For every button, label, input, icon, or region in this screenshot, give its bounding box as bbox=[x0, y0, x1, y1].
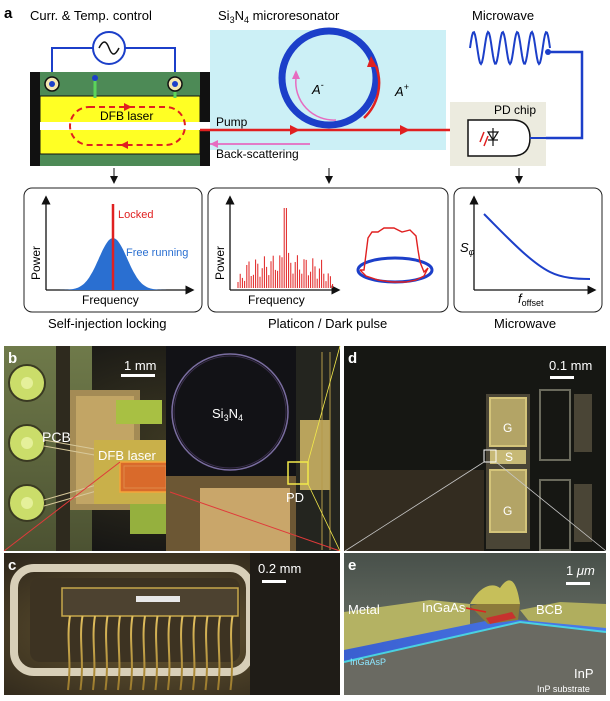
mode-a-minus: A- bbox=[311, 80, 324, 97]
photodiode-icon bbox=[467, 119, 531, 157]
ground-label-top: G bbox=[503, 421, 512, 435]
control-title: Curr. & Temp. control bbox=[30, 8, 152, 23]
ingaasp-label: InGaAsP bbox=[350, 657, 386, 667]
dfb-laser-label: DFB laser bbox=[100, 109, 153, 123]
ground-label-bottom: G bbox=[503, 504, 512, 518]
wirebond bbox=[117, 615, 121, 691]
dark-pulse-waveform bbox=[359, 227, 429, 283]
ingaas-label: InGaAs bbox=[422, 600, 466, 615]
wirebond bbox=[229, 615, 234, 691]
wirebond bbox=[217, 615, 221, 691]
inp-label: InP bbox=[574, 666, 594, 681]
scale-b-label: 1 mm bbox=[124, 358, 157, 373]
plot1-xlabel: Frequency bbox=[82, 293, 139, 307]
panel-c-letter: c bbox=[8, 557, 16, 574]
dfb-photo-label: DFB laser bbox=[98, 448, 156, 463]
wirebond bbox=[192, 615, 196, 691]
panel-b-letter: b bbox=[8, 350, 17, 367]
scale-c-label: 0.2 mm bbox=[258, 561, 301, 576]
wirebond bbox=[79, 615, 84, 691]
ac-source-icon bbox=[51, 31, 176, 72]
bond-pad-right bbox=[167, 76, 183, 92]
plot2-caption: Platicon / Dark pulse bbox=[268, 316, 387, 331]
free-running-label: Free running bbox=[126, 247, 188, 259]
pcb-label: PCB bbox=[42, 429, 71, 445]
scale-e-label: 1 μm bbox=[566, 563, 595, 578]
substrate-label: InP substrate bbox=[537, 684, 590, 694]
wirebond bbox=[92, 615, 96, 691]
panel-d-photo bbox=[344, 346, 607, 552]
panel-c-photo bbox=[4, 553, 340, 695]
microwave-waveform bbox=[469, 30, 551, 66]
plot-platicon bbox=[207, 187, 449, 313]
pd-chip-label: PD chip bbox=[494, 103, 536, 117]
plot3-xlabel: foffset bbox=[518, 291, 544, 308]
panel-e-letter: e bbox=[348, 557, 356, 574]
platicon-comb-spectrum bbox=[237, 208, 334, 288]
scale-d-label: 0.1 mm bbox=[549, 358, 592, 373]
bond-pad-left bbox=[44, 76, 60, 92]
microresonator-ring bbox=[278, 27, 380, 129]
panel-e-sem bbox=[343, 553, 607, 695]
signal-label: S bbox=[505, 450, 513, 464]
plot2-ylabel: Power bbox=[213, 246, 227, 280]
panel-a-letter: a bbox=[4, 5, 13, 22]
backscatter-label: Back-scattering bbox=[216, 147, 299, 161]
plot-microwave bbox=[453, 187, 603, 313]
wirebond bbox=[204, 615, 209, 691]
bcb-label: BCB bbox=[536, 602, 563, 617]
plot1-caption: Self-injection locking bbox=[48, 316, 167, 331]
scale-bar-e bbox=[566, 582, 590, 585]
wirebond bbox=[104, 615, 109, 691]
microwave-title: Microwave bbox=[472, 8, 534, 23]
plot2-xlabel: Frequency bbox=[248, 293, 305, 307]
resonator-title: Si3N4 microresonator bbox=[218, 8, 340, 25]
phase-noise-curve bbox=[483, 213, 591, 280]
wirebond bbox=[167, 615, 171, 691]
scale-bar-b bbox=[121, 374, 155, 377]
scale-bar-c bbox=[262, 580, 286, 583]
mode-a-plus: A+ bbox=[394, 82, 409, 99]
plot3-caption: Microwave bbox=[494, 316, 556, 331]
si3n4-photo-label: Si3N4 bbox=[212, 406, 243, 423]
metal-label: Metal bbox=[348, 602, 380, 617]
panel-b-photo bbox=[3, 345, 341, 552]
wirebond bbox=[179, 615, 184, 691]
wirebond bbox=[67, 615, 71, 691]
pump-label: Pump bbox=[216, 115, 248, 129]
plot1-ylabel: Power bbox=[29, 246, 43, 280]
wirebond bbox=[142, 615, 146, 691]
pd-photo-label: PD bbox=[286, 490, 304, 505]
plot3-ylabel: Sφ bbox=[460, 240, 475, 257]
wirebond bbox=[129, 615, 134, 691]
wirebond bbox=[154, 615, 159, 691]
scale-bar-d bbox=[550, 376, 574, 379]
panel-d-letter: d bbox=[348, 350, 357, 367]
resonator-background bbox=[210, 30, 446, 150]
locked-label: Locked bbox=[118, 209, 153, 221]
